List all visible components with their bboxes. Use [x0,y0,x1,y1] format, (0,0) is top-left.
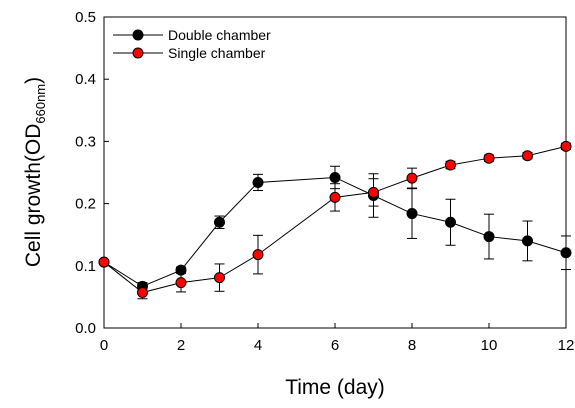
data-point [137,287,148,299]
legend-marker-single [132,47,144,59]
series-line [103,176,567,287]
data-point [329,191,341,203]
y-tick-label: 0.2 [75,196,96,213]
data-point [522,150,533,162]
y-tick-label: 0.3 [75,133,96,150]
x-axis-title: Time (day) [285,376,385,399]
axis-ticks: 0 2 4 6 8 10 12 0.0 0.1 0.2 0.3 0.4 0.5 [75,9,574,354]
data-point [329,171,341,183]
legend-entry-single: Single chamber [113,45,266,61]
series-layer [98,140,572,300]
legend-label-double: Double chamber [168,27,271,43]
y-tick-label: 0.4 [75,71,96,88]
data-point [483,152,495,164]
y-axis-title: Cell growth(OD660nm) [22,77,48,267]
y-axis-title-main: Cell growth(OD [22,124,45,268]
y-tick-label: 0.1 [75,258,96,275]
data-point [483,231,495,243]
y-axis-title-close: ) [22,77,45,84]
data-point [214,272,225,284]
series-single-chamber [98,140,572,300]
x-tick-label: 10 [481,337,498,354]
series-line [103,145,567,294]
data-point [560,247,572,259]
data-point [406,172,418,184]
data-point [445,159,456,171]
data-point [214,216,225,228]
data-point [522,235,533,247]
data-point [252,176,264,188]
data-point [175,277,187,289]
data-point [98,256,110,268]
y-tick-label: 0.5 [75,9,96,26]
data-point [252,249,264,261]
x-tick-label: 4 [254,337,262,354]
legend: Double chamber Single chamber [113,27,271,61]
legend-entry-double: Double chamber [113,27,271,43]
x-tick-label: 12 [558,337,575,354]
data-point [406,208,418,220]
legend-marker-double [132,29,144,41]
y-tick-label: 0.0 [75,320,96,337]
y-axis-title-subscript: 660nm [33,84,48,124]
data-point [445,216,456,228]
data-point [560,140,572,152]
data-point [368,186,379,198]
x-tick-label: 8 [408,337,416,354]
x-tick-label: 2 [177,337,185,354]
legend-label-single: Single chamber [168,45,266,61]
x-tick-label: 0 [100,337,108,354]
x-tick-label: 6 [331,337,339,354]
